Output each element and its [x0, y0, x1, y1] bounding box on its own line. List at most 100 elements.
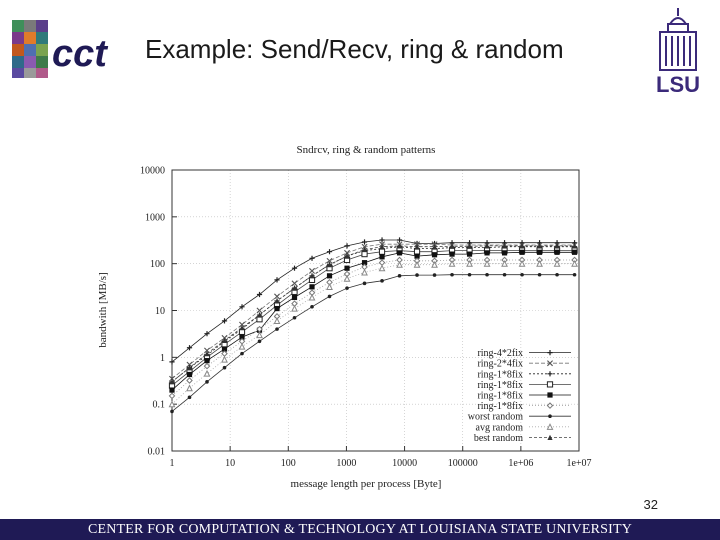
- cct-logo: cct: [12, 20, 132, 84]
- legend-marker: [546, 402, 554, 409]
- data-point: [361, 243, 368, 250]
- data-point: [537, 272, 542, 277]
- data-point: [571, 243, 578, 249]
- data-point: [257, 339, 262, 344]
- data-point: [571, 249, 578, 255]
- data-point: [240, 351, 244, 356]
- x-tick-label: 1e+06: [508, 458, 533, 469]
- data-point: [466, 259, 473, 267]
- data-point: [466, 243, 473, 249]
- data-point: [187, 395, 192, 400]
- legend-label: ring-1*8fix: [477, 401, 523, 412]
- data-point: [169, 379, 175, 385]
- series-ring-1-8fix: [169, 249, 578, 393]
- data-point: [292, 315, 297, 320]
- x-tick-label: 1000: [336, 458, 356, 469]
- cct-logo-graphic: cct: [12, 20, 108, 78]
- slide-title: Example: Send/Recv, ring & random: [145, 34, 564, 64]
- data-point: [431, 260, 438, 268]
- data-point: [415, 273, 419, 277]
- cct-logo-text: cct: [52, 33, 108, 75]
- legend-label: ring-1*8fix: [477, 391, 523, 402]
- chart-series: [168, 237, 578, 414]
- data-point: [380, 279, 384, 283]
- legend-label: best random: [474, 433, 523, 444]
- data-point: [484, 250, 490, 256]
- data-point: [309, 284, 315, 290]
- data-point: [414, 244, 420, 250]
- legend-label: ring-2*4fix: [477, 359, 523, 370]
- chart-axes: 1 10 100 1000 10000 100000 1e+06 1e+07 0.01 0.1 1 1…: [140, 166, 592, 470]
- x-tick-label: 100000: [448, 458, 478, 469]
- legend-marker: [547, 434, 553, 440]
- data-point: [501, 243, 508, 249]
- legend-marker: [548, 414, 552, 419]
- legend-label: avg random: [476, 422, 524, 433]
- data-point: [256, 307, 263, 314]
- data-point: [186, 384, 193, 392]
- bandwidth-chart: 1 10 100 1000 10000 100000 1e+06 1e+07 0.01 0.1 1 1…: [97, 144, 592, 490]
- data-point: [239, 325, 245, 331]
- data-point: [168, 392, 176, 400]
- chart-title: Sndrcv, ring & random patterns: [297, 144, 436, 156]
- data-point: [256, 312, 263, 318]
- y-tick-label: 0.01: [148, 447, 166, 458]
- data-point: [554, 249, 560, 255]
- series-line: [171, 274, 575, 412]
- data-point: [170, 409, 174, 414]
- y-tick-label: 0.1: [153, 400, 166, 411]
- data-point: [379, 237, 385, 243]
- data-point: [379, 244, 385, 250]
- data-point: [345, 286, 349, 290]
- data-point: [186, 345, 193, 351]
- data-point: [414, 253, 420, 259]
- data-point: [274, 293, 281, 300]
- data-point: [432, 273, 437, 277]
- data-point: [221, 318, 228, 324]
- series-avg-random: [168, 259, 578, 408]
- x-tick-label: 100: [281, 458, 296, 469]
- data-point: [291, 280, 298, 287]
- data-point: [326, 283, 333, 290]
- data-point: [344, 265, 350, 271]
- data-point: [449, 243, 455, 249]
- data-point: [450, 272, 454, 277]
- data-point: [519, 243, 525, 249]
- data-point: [221, 346, 228, 352]
- data-point: [413, 260, 421, 268]
- data-point: [483, 259, 491, 267]
- y-tick-label: 1000: [145, 212, 165, 223]
- data-point: [485, 272, 489, 277]
- data-point: [291, 265, 298, 271]
- y-tick-label: 10000: [140, 166, 165, 177]
- data-point: [449, 251, 455, 257]
- footer-bar: CENTER FOR COMPUTATION & TECHNOLOGY AT L…: [0, 519, 720, 540]
- data-point: [221, 350, 228, 357]
- data-point: [396, 250, 403, 256]
- series-line: [171, 239, 575, 363]
- data-point: [186, 371, 193, 378]
- series-worst-random: [170, 272, 577, 414]
- data-point: [327, 294, 332, 299]
- data-point: [501, 259, 508, 267]
- data-point: [274, 305, 280, 312]
- data-point: [519, 249, 525, 255]
- data-point: [396, 237, 403, 243]
- data-point: [205, 380, 209, 384]
- series-line: [171, 263, 575, 405]
- data-point: [431, 252, 438, 258]
- data-point: [308, 293, 316, 301]
- data-point: [431, 244, 438, 250]
- chart-y-axis-label: bandwith [MB/s]: [97, 272, 109, 347]
- data-point: [518, 259, 526, 267]
- data-point: [361, 268, 368, 276]
- data-point: [378, 248, 386, 255]
- data-point: [378, 264, 386, 272]
- data-point: [344, 243, 350, 249]
- data-point: [361, 251, 368, 258]
- lsu-logo-text: LSU: [656, 72, 700, 94]
- data-point: [554, 243, 560, 249]
- data-point: [239, 304, 245, 310]
- data-point: [397, 274, 402, 278]
- y-tick-label: 10: [155, 306, 165, 317]
